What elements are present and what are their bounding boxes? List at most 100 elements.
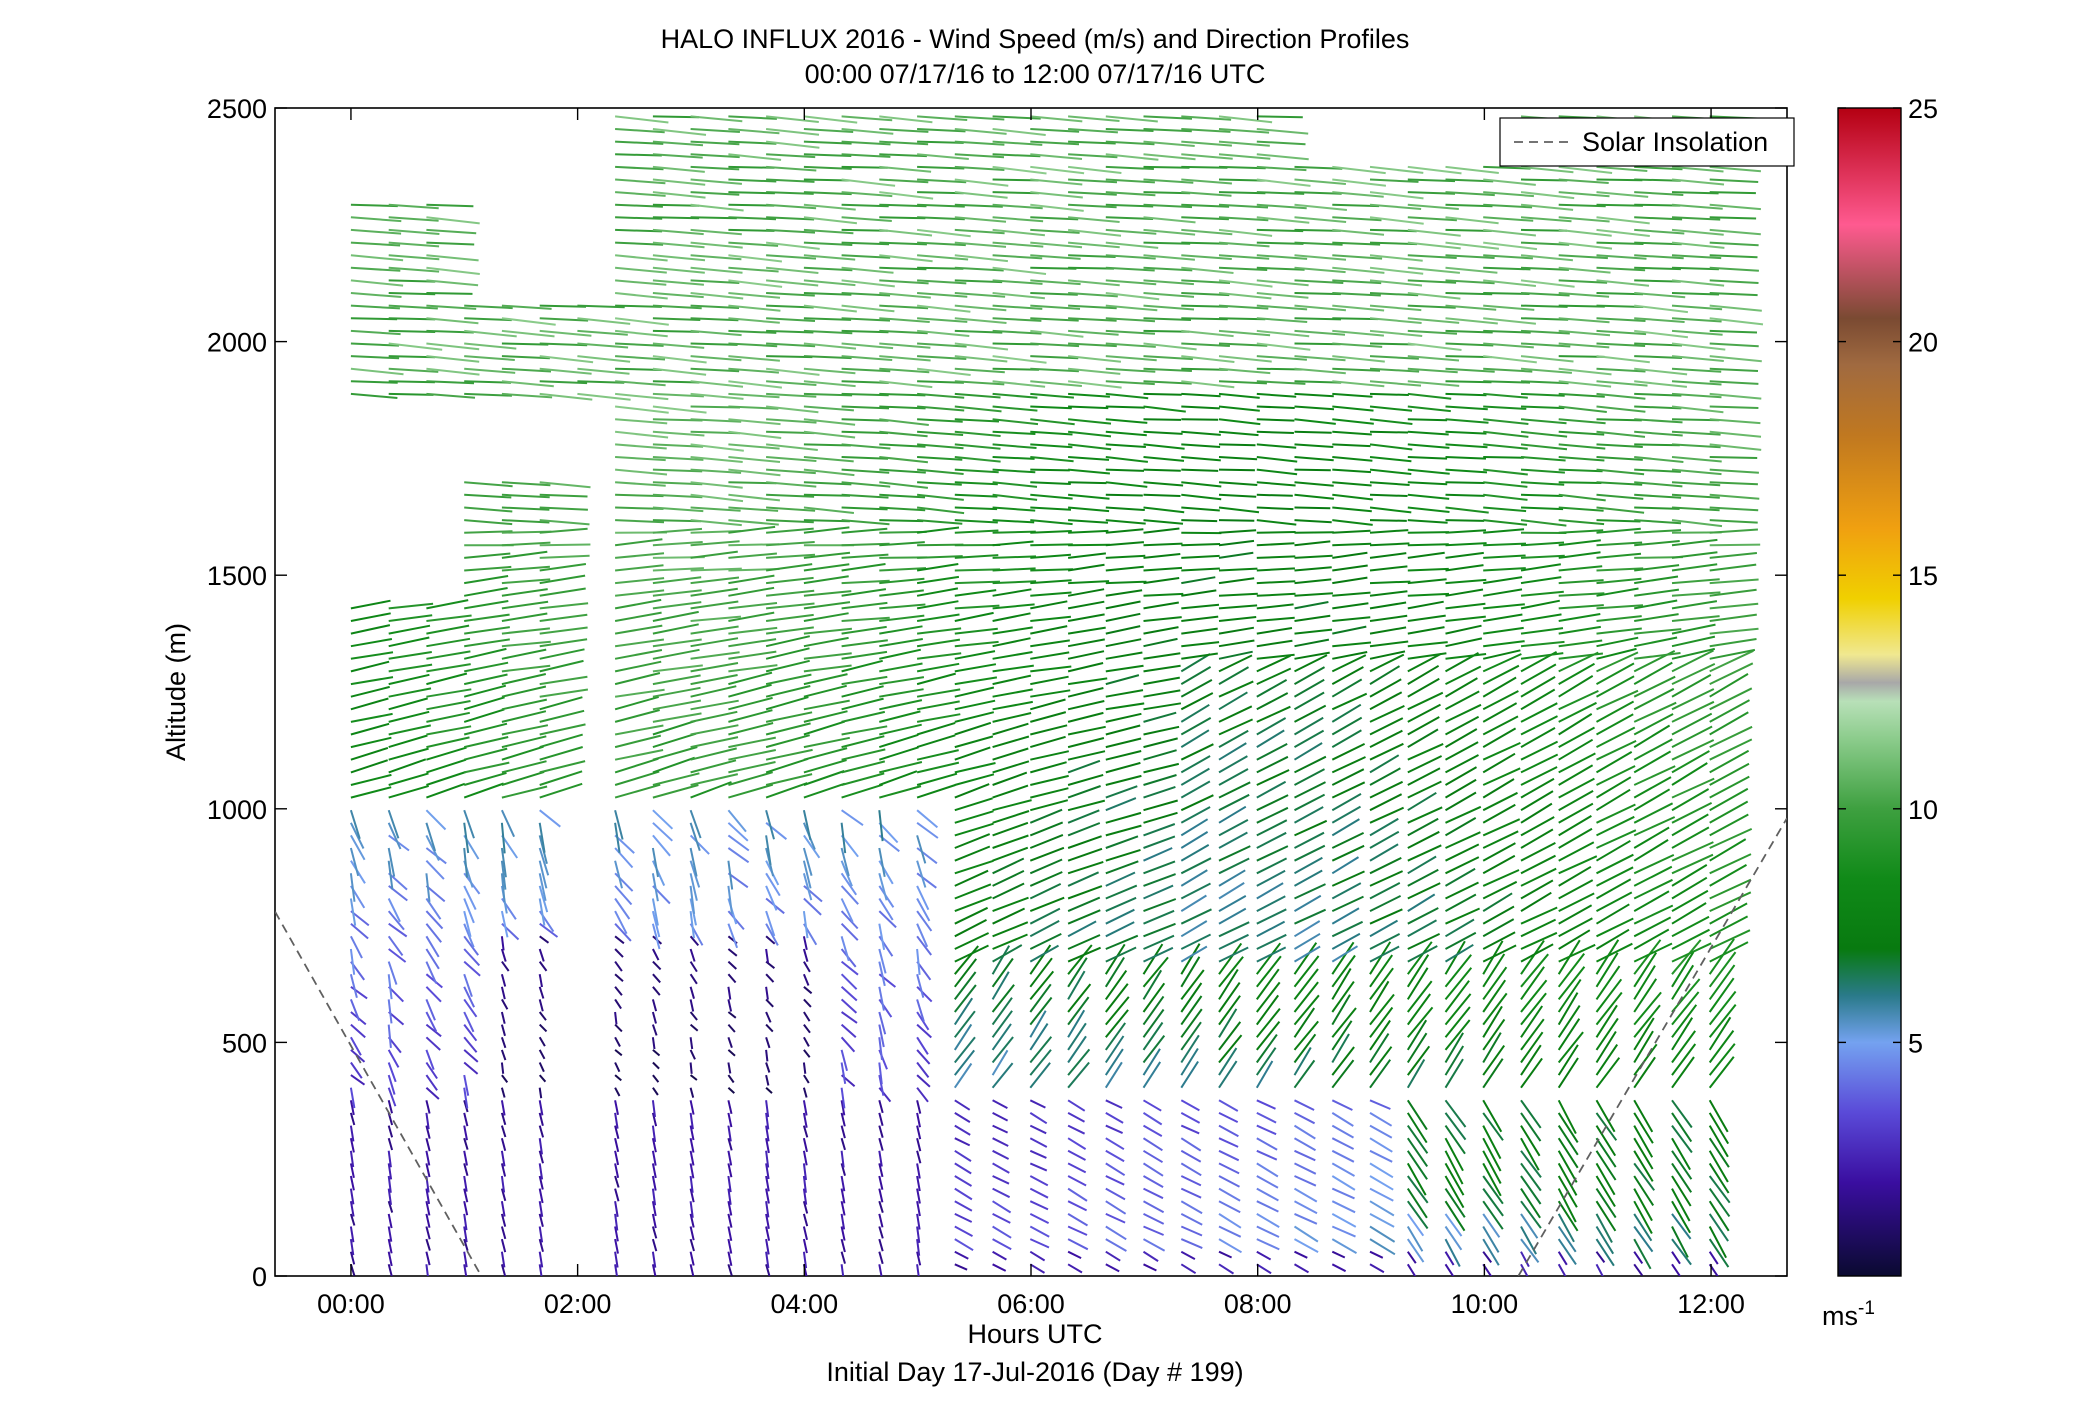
wind-barb: [1444, 1150, 1464, 1185]
wind-barb: [614, 649, 663, 660]
wind-barb: [1218, 430, 1259, 437]
wind-barb: [1105, 750, 1142, 761]
wind-barb: [728, 552, 777, 559]
wind-barb: [1105, 860, 1139, 875]
wind-barb: [1067, 759, 1101, 774]
wind-barb: [1444, 1238, 1461, 1267]
wind-barb: [727, 1011, 737, 1019]
wind-barb: [953, 1062, 973, 1089]
wind-barb: [1332, 254, 1383, 260]
wind-barb: [539, 922, 559, 938]
wind-barb: [727, 999, 733, 1012]
wind-barb: [1256, 304, 1308, 311]
solar-insolation-segment: [1517, 817, 1787, 1276]
wind-barb: [1067, 1099, 1086, 1112]
wind-barb: [689, 935, 700, 947]
wind-barb: [765, 885, 778, 911]
wind-barb: [501, 785, 548, 799]
wind-barb: [765, 722, 811, 736]
wind-barb: [1105, 228, 1157, 235]
wind-barb: [1143, 128, 1192, 133]
wind-barb: [1332, 602, 1369, 610]
wind-barb: [426, 711, 471, 723]
wind-barb: [879, 241, 927, 246]
wind-barb: [1671, 688, 1715, 711]
wind-barb: [1369, 806, 1405, 824]
wind-barb: [1520, 766, 1558, 786]
wind-barb: [426, 771, 467, 786]
wind-barb: [1067, 165, 1122, 174]
wind-barb: [765, 872, 781, 897]
wind-barb: [1143, 884, 1174, 900]
wind-barb: [614, 672, 661, 686]
wind-barb: [1369, 506, 1412, 514]
wind-barb: [803, 720, 846, 736]
wind-barb: [916, 493, 964, 501]
wind-barb: [917, 153, 969, 160]
wind-barb: [1369, 857, 1402, 875]
wind-barb: [539, 659, 584, 673]
wind-barb: [766, 153, 816, 159]
wind-barb: [803, 342, 857, 350]
wind-barb: [1143, 823, 1176, 837]
wind-barb: [1407, 531, 1450, 534]
wind-barb: [840, 936, 850, 962]
wind-barb: [538, 1226, 544, 1243]
wind-barb: [1029, 1187, 1049, 1199]
wind-barb: [1483, 506, 1527, 513]
wind-barb: [1520, 203, 1574, 211]
wind-barb: [1407, 342, 1462, 351]
wind-barb: [1068, 367, 1121, 375]
wind-barb: [1218, 519, 1255, 522]
wind-barb: [954, 762, 996, 774]
wind-barb: [501, 685, 547, 698]
wind-barb: [765, 748, 813, 761]
wind-barb: [1634, 613, 1679, 622]
wind-barb: [1105, 254, 1156, 260]
wind-barb: [1067, 1022, 1087, 1051]
wind-barb: [426, 758, 467, 774]
wind-barb: [1444, 918, 1475, 938]
wind-barb: [841, 153, 891, 158]
wind-barb: [1671, 563, 1718, 572]
wind-barb: [651, 1226, 658, 1239]
wind-barb: [1406, 1112, 1428, 1144]
wind-barb: [1520, 652, 1564, 660]
wind-barb: [1709, 216, 1757, 220]
wind-barb: [577, 355, 631, 363]
wind-barb: [1067, 799, 1106, 812]
wind-barb: [1634, 652, 1681, 660]
wind-barb: [1218, 405, 1260, 412]
wind-barb: [1557, 1112, 1579, 1143]
wind-barb: [954, 711, 995, 723]
wind-barb: [1557, 1213, 1575, 1243]
wind-barb: [1068, 481, 1107, 485]
wind-barb: [1671, 928, 1710, 950]
legend: Solar Insolation: [1499, 117, 1795, 167]
wind-barb: [1596, 481, 1643, 486]
wind-barb: [916, 847, 938, 865]
wind-barb: [652, 304, 702, 310]
wind-barb: [1709, 853, 1752, 875]
wind-barb: [803, 684, 847, 698]
wind-barb: [992, 834, 1029, 849]
wind-barb: [651, 1251, 657, 1268]
wind-barb: [1444, 1188, 1466, 1218]
wind-barb: [992, 1200, 1012, 1214]
wind-barb: [1181, 380, 1235, 389]
wind-barb: [992, 456, 1035, 460]
wind-barb: [1218, 392, 1260, 399]
wind-barb: [464, 342, 517, 350]
wind-barb: [1105, 1099, 1123, 1109]
wind-barb: [1029, 871, 1063, 887]
wind-barb: [1633, 916, 1672, 938]
wind-barb: [766, 456, 817, 462]
wind-barb: [954, 519, 998, 524]
wind-barb: [539, 554, 590, 559]
wind-barb: [388, 367, 439, 373]
wind-barb: [615, 165, 664, 171]
wind-barb: [614, 1163, 620, 1179]
wind-barb: [1633, 952, 1658, 988]
wind-barb: [1407, 165, 1462, 175]
wind-barb: [1143, 279, 1194, 286]
